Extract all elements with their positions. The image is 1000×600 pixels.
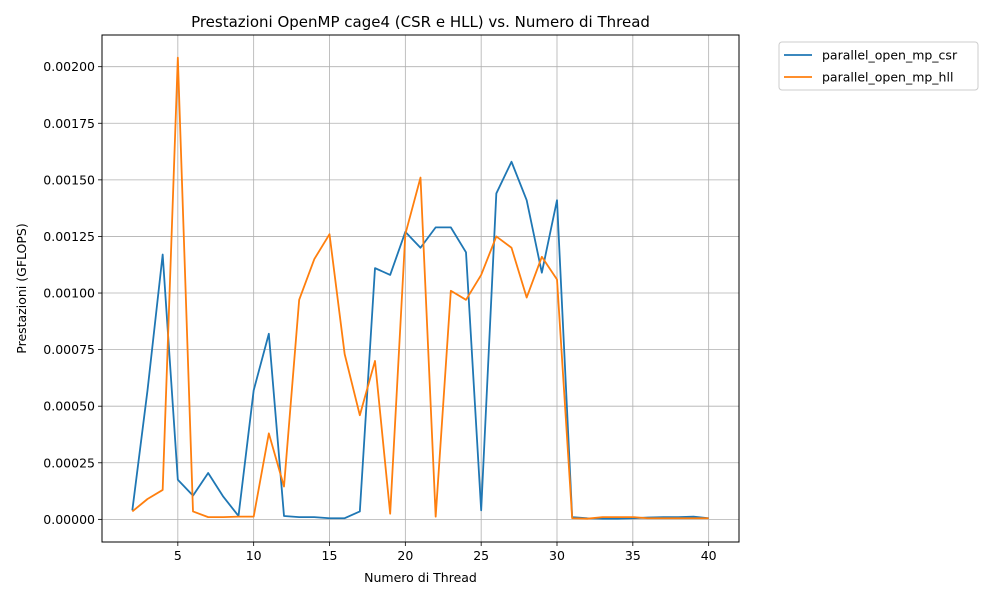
- series-line-parallel_open_mp_hll: [131, 56, 709, 520]
- y-tick-label: 0.00125: [43, 229, 95, 244]
- y-tick-label: 0.00075: [43, 342, 95, 357]
- x-tick-label: 10: [246, 548, 262, 563]
- x-tick-label: 25: [473, 548, 489, 563]
- series-line-parallel_open_mp_csr: [131, 160, 709, 520]
- plot-frame: [101, 34, 740, 543]
- legend: parallel_open_mp_csr parallel_open_mp_hll: [778, 41, 979, 91]
- series-lines: [131, 56, 709, 520]
- y-tick-label: 0.00150: [43, 172, 95, 187]
- legend-box: [778, 41, 979, 91]
- legend-label: parallel_open_mp_csr: [822, 48, 958, 63]
- y-tick-label: 0.00175: [43, 116, 95, 131]
- x-axis-ticks: 5 10 15 20 25 30 35 40: [174, 542, 717, 563]
- y-tick-label: 0.00200: [43, 59, 95, 74]
- y-tick-label: 0.00100: [43, 286, 95, 301]
- x-tick-label: 35: [625, 548, 641, 563]
- x-axis-label: Numero di Thread: [364, 570, 477, 585]
- x-tick-label: 40: [701, 548, 717, 563]
- x-tick-label: 30: [549, 548, 565, 563]
- y-axis-ticks: 0.00000 0.00025 0.00050 0.00075 0.00100 0.001…: [43, 59, 102, 527]
- y-tick-label: 0.00050: [43, 399, 95, 414]
- x-tick-label: 15: [322, 548, 338, 563]
- y-tick-label: 0.00000: [43, 512, 95, 527]
- y-axis-label: Prestazioni (GFLOPS): [14, 223, 29, 353]
- x-tick-label: 5: [174, 548, 182, 563]
- chart-title: Prestazioni OpenMP cage4 (CSR e HLL) vs.…: [191, 13, 650, 31]
- legend-label: parallel_open_mp_hll: [822, 70, 953, 85]
- y-tick-label: 0.00025: [43, 455, 95, 470]
- grid: [102, 35, 739, 542]
- x-tick-label: 20: [397, 548, 413, 563]
